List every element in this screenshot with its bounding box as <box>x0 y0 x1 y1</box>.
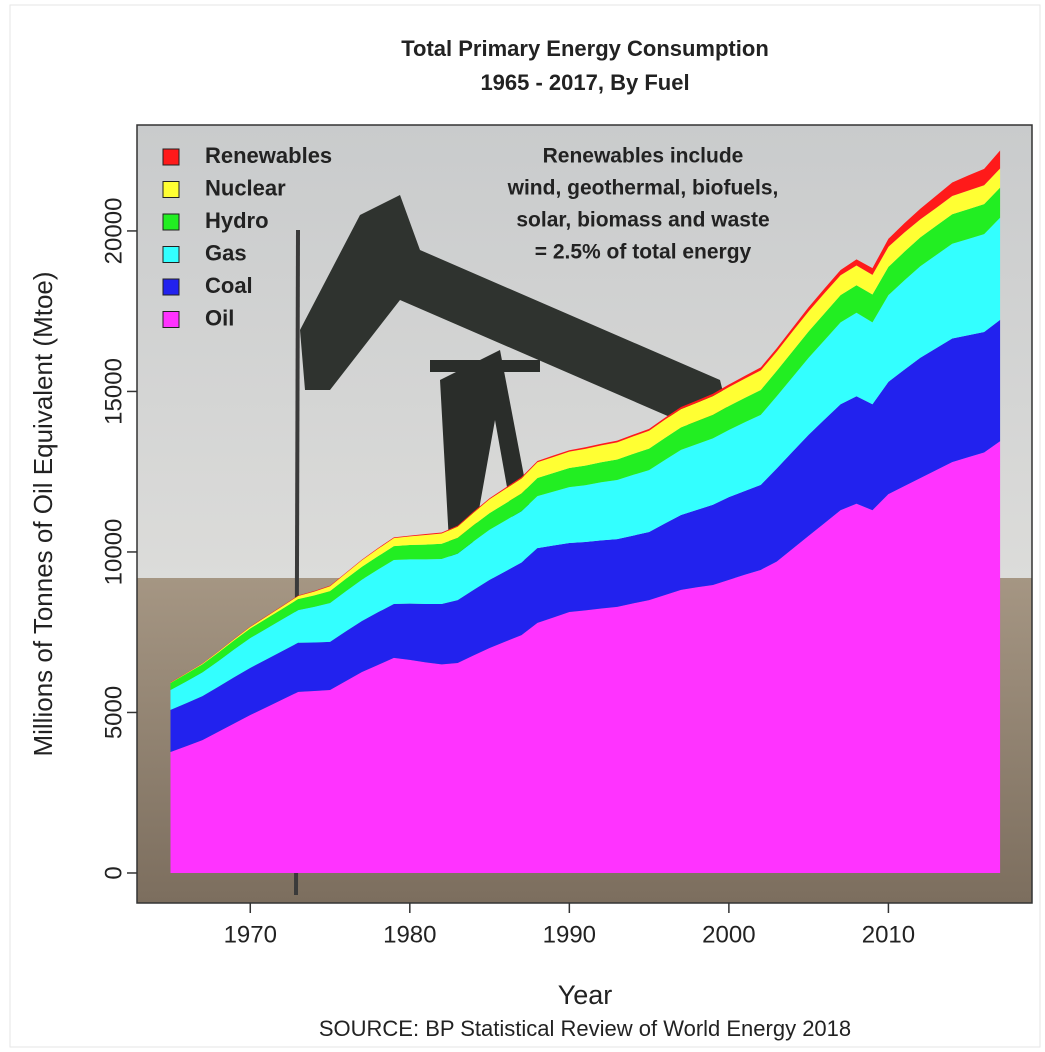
x-tick-label: 1980 <box>383 921 436 948</box>
y-tick-label: 5000 <box>100 686 127 739</box>
annotation: = 2.5% of total energy <box>535 241 752 264</box>
legend-swatch <box>163 214 179 230</box>
chart: Total Primary Energy Consumption 1965 - … <box>0 0 1045 1052</box>
annotation: solar, biomass and waste <box>516 209 769 232</box>
x-tick-label: 2010 <box>862 921 915 948</box>
legend-swatch <box>163 312 179 328</box>
legend-swatch <box>163 247 179 263</box>
y-tick-label: 10000 <box>100 519 127 586</box>
legend-swatch <box>163 182 179 198</box>
legend-label: Oil <box>205 305 234 330</box>
y-tick-label: 15000 <box>100 358 127 425</box>
x-axis-title: Year <box>558 980 613 1010</box>
annotation: Renewables include <box>543 145 744 168</box>
y-tick-label: 20000 <box>100 198 127 265</box>
legend-swatch <box>163 149 179 165</box>
chart-title: Total Primary Energy Consumption <box>401 36 769 61</box>
annotation: wind, geothermal, biofuels, <box>507 177 779 200</box>
source-note: SOURCE: BP Statistical Review of World E… <box>319 1016 851 1041</box>
legend-label: Hydro <box>205 208 269 233</box>
y-axis-title: Millions of Tonnes of Oil Equivalent (Mt… <box>28 271 58 756</box>
chart-subtitle: 1965 - 2017, By Fuel <box>480 70 689 95</box>
legend-label: Coal <box>205 273 253 298</box>
y-tick-label: 0 <box>100 866 127 879</box>
x-tick-label: 1970 <box>224 921 277 948</box>
legend-swatch <box>163 279 179 295</box>
legend-label: Gas <box>205 240 247 265</box>
x-tick-label: 1990 <box>543 921 596 948</box>
legend-label: Renewables <box>205 143 332 168</box>
x-tick-label: 2000 <box>702 921 755 948</box>
legend-label: Nuclear <box>205 175 286 200</box>
